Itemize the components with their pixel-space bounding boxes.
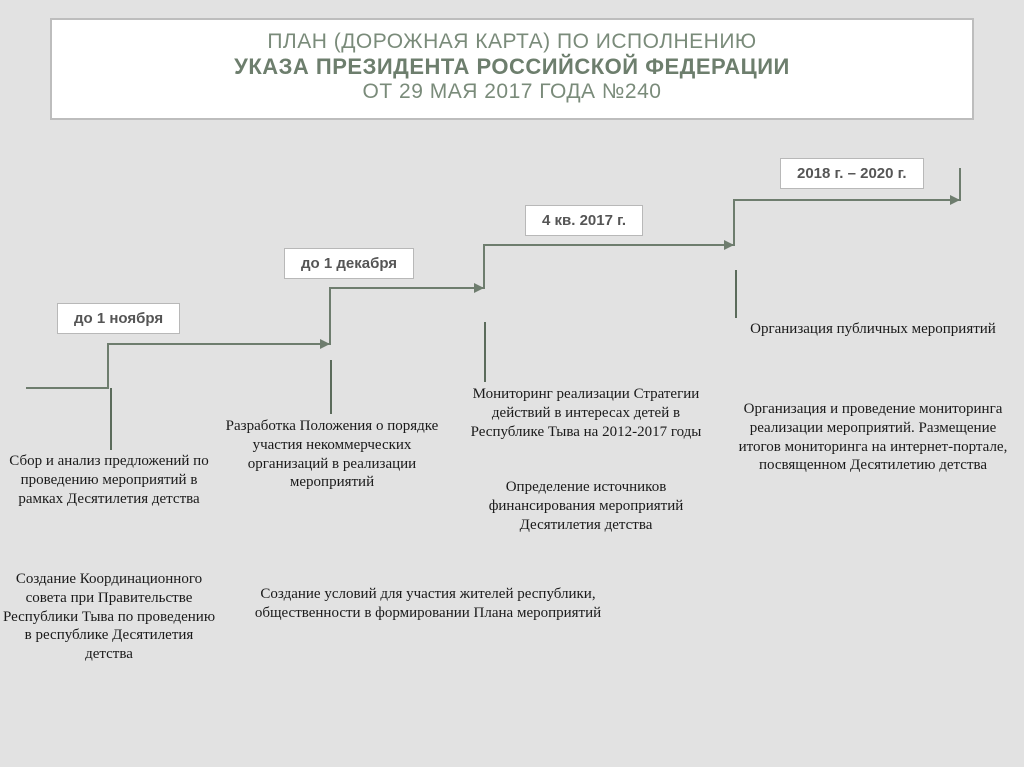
phase-4-desc-b: Организация и проведение мониторинга реа… [727, 400, 1019, 475]
phase-3-desc-b: Определение источников финансирования ме… [461, 478, 711, 534]
phase-label-2: до 1 декабря [284, 248, 414, 279]
phase-label-4: 2018 г. – 2020 г. [780, 158, 924, 189]
phase-3-desc-a: Мониторинг реализации Стратегии действий… [461, 385, 711, 441]
phase-4-desc-a: Организация публичных мероприятий [727, 320, 1019, 339]
phase-2-desc-a: Разработка Положения о порядке участия н… [218, 417, 446, 492]
title-line-2: УКАЗА ПРЕЗИДЕНТА РОССИЙСКОЙ ФЕДЕРАЦИИ [72, 54, 952, 80]
phase-label-1: до 1 ноября [57, 303, 180, 334]
phase-2-desc-b: Создание условий для участия жителей рес… [218, 585, 638, 623]
phase-1-desc-a: Сбор и анализ предложений по проведению … [2, 452, 216, 508]
connector-bar-1 [110, 388, 112, 450]
connector-bar-3 [484, 322, 486, 382]
phase-1-desc-b: Создание Координационного совета при Пра… [2, 570, 216, 664]
title-line-3: ОТ 29 МАЯ 2017 ГОДА №240 [72, 80, 952, 104]
title-line-1: ПЛАН (ДОРОЖНАЯ КАРТА) ПО ИСПОЛНЕНИЮ [72, 30, 952, 54]
connector-bar-4 [735, 270, 737, 318]
phase-label-3: 4 кв. 2017 г. [525, 205, 643, 236]
title-box: ПЛАН (ДОРОЖНАЯ КАРТА) ПО ИСПОЛНЕНИЮ УКАЗ… [50, 18, 974, 120]
connector-bar-2 [330, 360, 332, 414]
